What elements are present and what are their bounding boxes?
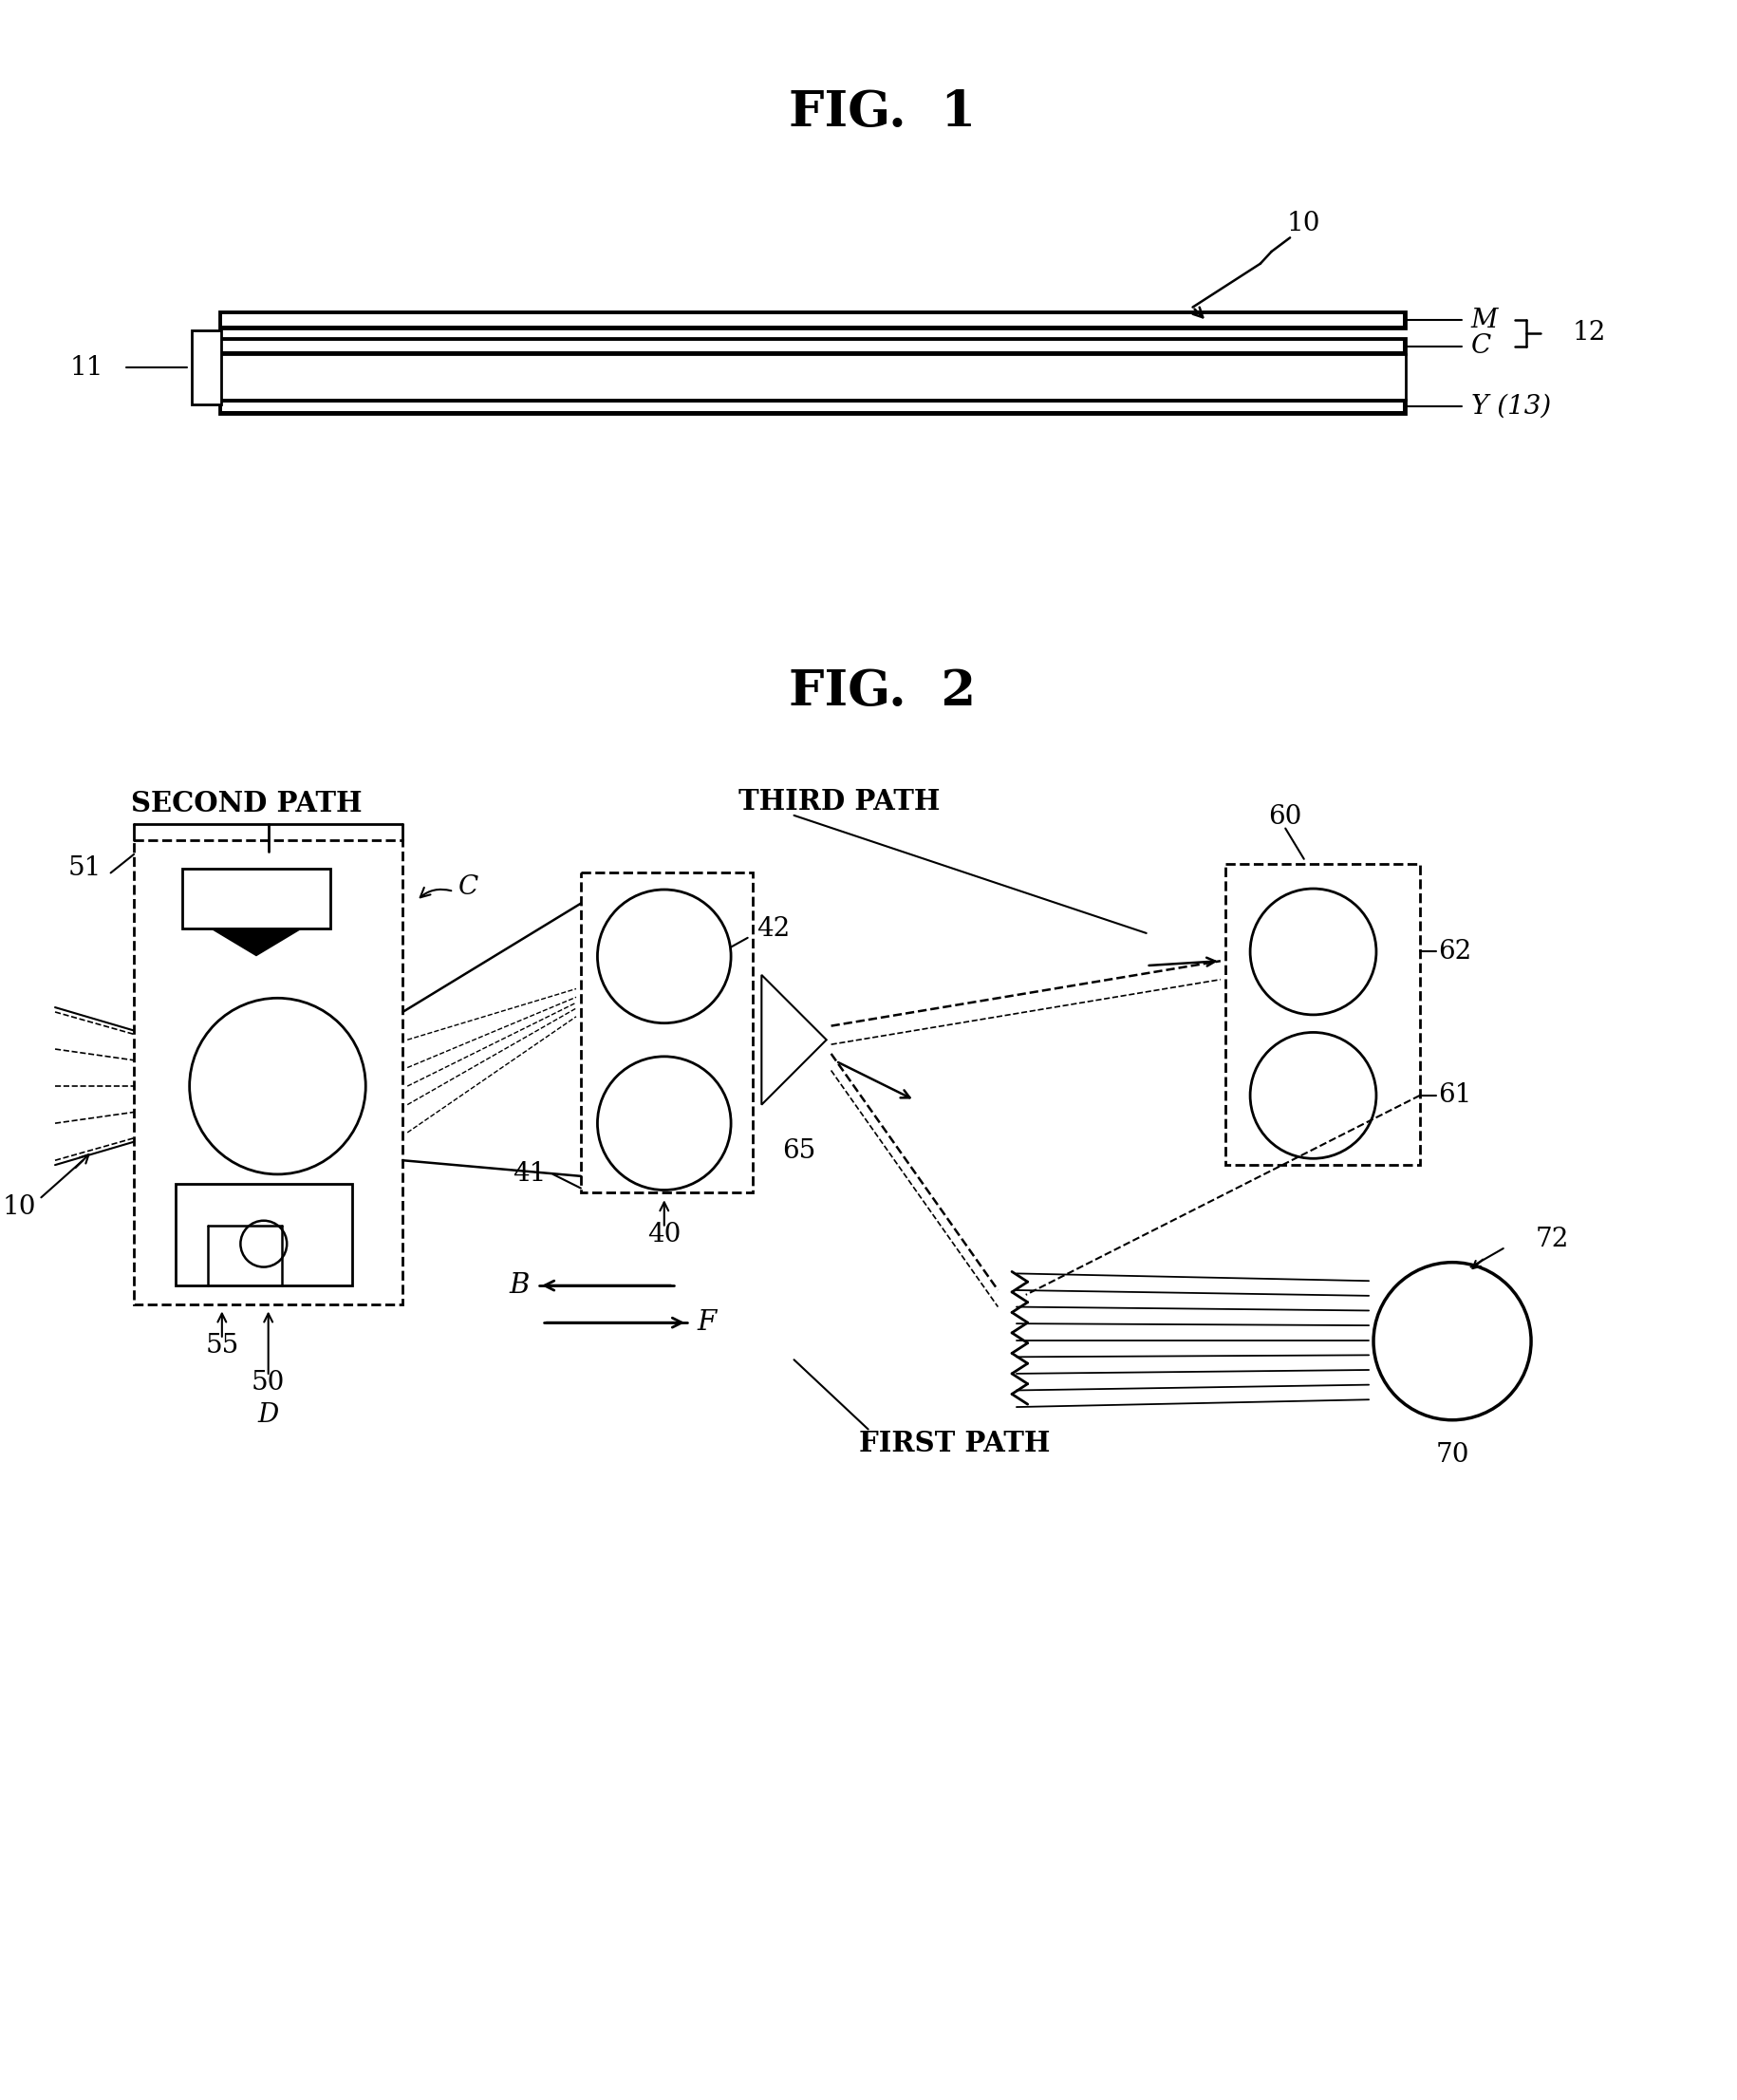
Text: 50: 50: [252, 1369, 285, 1397]
Circle shape: [1249, 888, 1376, 1014]
Text: FIG.  1: FIG. 1: [789, 88, 974, 136]
Text: F: F: [697, 1308, 716, 1336]
Bar: [175, 1184, 351, 1285]
Text: 65: 65: [782, 1138, 815, 1163]
Text: B: B: [509, 1273, 530, 1298]
Text: SECOND PATH: SECOND PATH: [132, 790, 363, 817]
Bar: [580, 874, 752, 1193]
Text: D: D: [257, 1403, 278, 1428]
Bar: [222, 403, 1402, 412]
Text: 61: 61: [1438, 1084, 1471, 1109]
Circle shape: [240, 1220, 287, 1266]
Text: FIRST PATH: FIRST PATH: [858, 1430, 1049, 1457]
Bar: [219, 311, 1405, 328]
Text: 10: 10: [3, 1195, 36, 1220]
Text: 42: 42: [757, 916, 790, 941]
Text: C: C: [459, 874, 478, 899]
Text: 10: 10: [1287, 210, 1320, 237]
Circle shape: [1249, 1033, 1376, 1159]
Text: 60: 60: [1268, 804, 1301, 830]
Text: 62: 62: [1438, 939, 1471, 964]
Circle shape: [1372, 1262, 1530, 1420]
Bar: [219, 355, 1405, 399]
Text: 55: 55: [205, 1334, 238, 1359]
Bar: [1225, 863, 1419, 1166]
Bar: [219, 338, 1405, 355]
Text: 40: 40: [648, 1222, 681, 1247]
Bar: [222, 340, 1402, 351]
Bar: [191, 330, 221, 405]
Bar: [134, 840, 403, 1304]
Polygon shape: [761, 974, 827, 1105]
Bar: [182, 867, 330, 928]
Circle shape: [598, 890, 731, 1023]
Polygon shape: [210, 928, 302, 956]
Text: 41: 41: [512, 1161, 545, 1186]
Bar: [219, 399, 1405, 414]
Bar: [222, 315, 1402, 326]
Circle shape: [189, 998, 365, 1174]
Text: THIRD PATH: THIRD PATH: [738, 788, 940, 815]
Text: Y (13): Y (13): [1470, 393, 1549, 420]
Circle shape: [598, 1056, 731, 1191]
Text: 70: 70: [1435, 1443, 1468, 1468]
Text: C: C: [1470, 334, 1490, 359]
Text: 51: 51: [68, 855, 101, 882]
Text: M: M: [1470, 307, 1497, 334]
Text: 12: 12: [1572, 321, 1605, 346]
Text: 11: 11: [69, 355, 102, 380]
Text: 72: 72: [1536, 1226, 1569, 1252]
Text: FIG.  2: FIG. 2: [789, 668, 974, 716]
